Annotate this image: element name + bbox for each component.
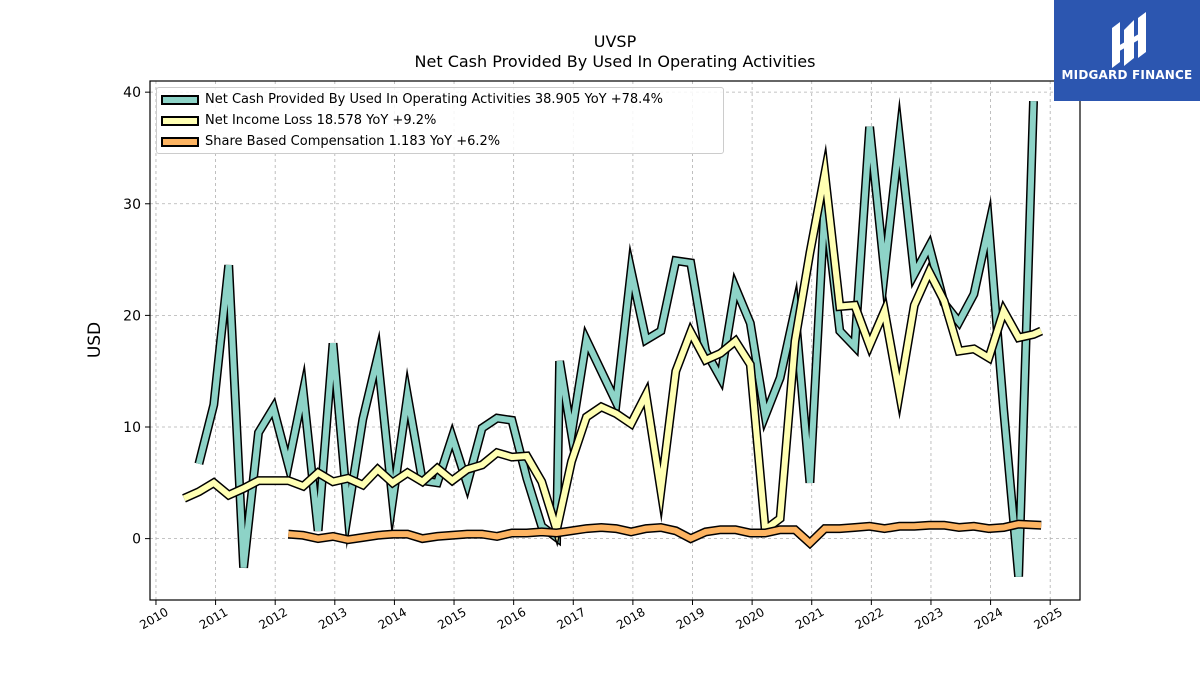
y-tick-label: 10: [123, 420, 141, 436]
x-tick-label: 2016: [495, 605, 528, 632]
x-tick-label: 2020: [733, 605, 766, 632]
x-tick-label: 2013: [316, 605, 349, 632]
legend-label-net-cash: Net Cash Provided By Used In Operating A…: [205, 92, 663, 107]
legend-label-share-comp: Share Based Compensation 1.183 YoY +6.2%: [205, 134, 501, 149]
x-tick-label: 2023: [912, 605, 945, 632]
x-tick-label: 2012: [256, 605, 289, 632]
y-tick-label: 30: [123, 197, 141, 213]
series-line-share-based-compensation: [288, 521, 1042, 548]
x-tick-label: 2015: [435, 605, 468, 632]
x-tick-label: 2014: [376, 605, 409, 632]
series-line-net-cash-provided-by-used-in-operating-activities: [195, 101, 1037, 577]
x-tick-label: 2011: [197, 605, 230, 632]
legend-swatch-share-comp: [161, 136, 199, 147]
plot-frame: [149, 80, 1081, 601]
x-tick-label: 2021: [793, 605, 826, 632]
legend-item-net-cash: Net Cash Provided By Used In Operating A…: [161, 91, 663, 109]
chart-title: UVSP: [593, 32, 637, 51]
legend-item-net-income: Net Income Loss 18.578 YoY +9.2%: [161, 112, 436, 130]
logo-mark-icon: [1112, 12, 1146, 68]
y-tick-label: 40: [123, 85, 141, 101]
chart-subtitle: Net Cash Provided By Used In Operating A…: [414, 52, 816, 71]
x-tick-label: 2025: [1031, 605, 1064, 632]
legend: Net Cash Provided By Used In Operating A…: [156, 87, 724, 154]
y-axis-label: USD: [85, 322, 105, 358]
legend-swatch-net-cash: [161, 94, 199, 105]
x-tick-label: 2010: [137, 605, 170, 632]
series-lines: [182, 96, 1044, 578]
x-tick-label: 2018: [614, 605, 647, 632]
x-tick-label: 2019: [674, 605, 707, 632]
midgard-finance-logo: MIDGARD FINANCE: [1054, 0, 1200, 101]
legend-item-share-comp: Share Based Compensation 1.183 YoY +6.2%: [161, 133, 500, 151]
legend-swatch-net-income: [161, 115, 199, 126]
series-line-net-income-loss: [182, 153, 1043, 542]
legend-label-net-income: Net Income Loss 18.578 YoY +9.2%: [205, 113, 437, 128]
y-tick-label: 0: [132, 532, 141, 548]
x-tick-label: 2022: [853, 605, 886, 632]
x-tick-label: 2024: [972, 605, 1005, 632]
x-tick-label: 2017: [555, 605, 588, 632]
y-tick-label: 20: [123, 308, 141, 324]
logo-text: MIDGARD FINANCE: [1061, 68, 1193, 82]
